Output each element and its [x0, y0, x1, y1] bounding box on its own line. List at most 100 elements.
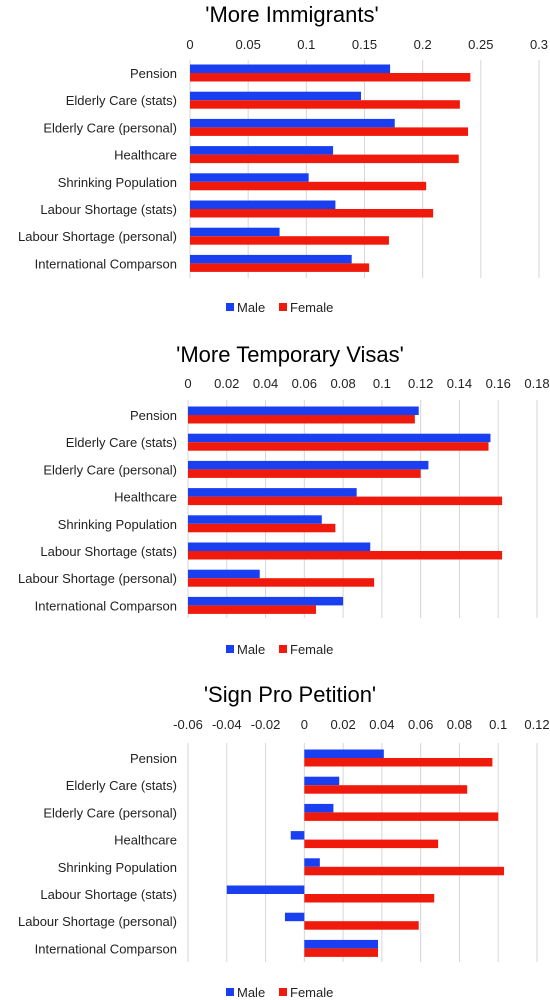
category-label: International Comparson — [35, 941, 177, 956]
legend-swatch-female — [279, 645, 287, 653]
legend-label-male: Male — [237, 985, 265, 1000]
bar-male — [190, 254, 352, 264]
bar-male — [188, 515, 322, 524]
x-tick-label: -0.04 — [212, 717, 242, 732]
x-tick-label: -0.02 — [251, 717, 281, 732]
bar-male — [188, 433, 491, 443]
x-tick-label: 0.2 — [414, 37, 432, 52]
chart-title: 'More Immigrants' — [205, 2, 378, 27]
bar-female — [188, 442, 489, 451]
bar-male — [188, 542, 371, 551]
x-tick-label: 0.02 — [330, 717, 355, 732]
chart-more-immigrants: 'More Immigrants' 0 0.05 0.1 0.15 0.2 0.25 0.3 P… — [18, 2, 548, 315]
bar-female — [188, 496, 503, 506]
bar-female — [304, 948, 379, 957]
bar-male — [190, 200, 336, 209]
category-label: Labour Shortage (stats) — [40, 544, 177, 559]
category-label: Elderly Care (stats) — [66, 778, 177, 793]
bar-female — [190, 263, 370, 272]
bar-female — [304, 866, 505, 876]
legend-label-male: Male — [237, 642, 265, 657]
bar-female — [304, 812, 499, 821]
category-label: Labour Shortage (personal) — [18, 229, 177, 244]
category-label: Healthcare — [114, 148, 177, 163]
chart-title: 'Sign Pro Petition' — [204, 682, 376, 707]
x-tick-label: 0.02 — [214, 376, 239, 391]
legend-label-male: Male — [237, 300, 265, 315]
category-label: Healthcare — [114, 833, 177, 848]
bar-female — [304, 894, 435, 903]
bar-male — [304, 939, 379, 949]
category-label: Pension — [130, 408, 177, 423]
bar-female — [190, 154, 459, 164]
bar-female — [190, 181, 427, 191]
category-label: Shrinking Population — [58, 517, 177, 532]
legend-label-female: Female — [290, 300, 333, 315]
bar-male — [190, 146, 334, 155]
x-tick-label: 0.05 — [236, 37, 261, 52]
x-tick-label: 0.1 — [489, 717, 507, 732]
x-tick-label: 0.25 — [468, 37, 493, 52]
category-label: Healthcare — [114, 490, 177, 505]
x-tick-label: 0.15 — [352, 37, 377, 52]
bar-male — [190, 64, 391, 73]
legend-swatch-female — [279, 303, 287, 311]
x-tick-label: 0 — [301, 717, 308, 732]
legend-label-female: Female — [290, 985, 333, 1000]
legend-swatch-male — [226, 645, 234, 653]
x-tick-label: 0.1 — [297, 37, 315, 52]
x-tick-label: 0.04 — [253, 376, 278, 391]
bar-male — [190, 118, 395, 128]
category-label: Elderly Care (stats) — [66, 435, 177, 450]
bar-male — [284, 912, 305, 922]
x-tick-label: 0.08 — [330, 376, 355, 391]
bar-male — [188, 488, 357, 497]
category-label: Shrinking Population — [58, 860, 177, 875]
category-label: Pension — [130, 751, 177, 766]
x-tick-label: 0 — [186, 37, 193, 52]
x-tick-label: 0.18 — [524, 376, 549, 391]
legend-swatch-male — [226, 303, 234, 311]
category-label: Pension — [130, 66, 177, 81]
category-label: Elderly Care (personal) — [43, 462, 177, 477]
bar-male — [304, 749, 384, 758]
bar-female — [304, 758, 493, 767]
bar-male — [304, 776, 340, 786]
category-label: International Comparson — [35, 598, 177, 613]
category-label: Elderly Care (personal) — [43, 120, 177, 135]
x-tick-label: -0.06 — [173, 717, 203, 732]
bar-female — [188, 578, 375, 587]
bar-female — [188, 551, 503, 560]
x-tick-label: 0 — [184, 376, 191, 391]
category-label: Labour Shortage (personal) — [18, 914, 177, 929]
bar-female — [188, 605, 316, 614]
bar-male — [190, 227, 280, 237]
bar-female — [304, 921, 419, 930]
x-tick-label: 0.04 — [369, 717, 394, 732]
legend-label-female: Female — [290, 642, 333, 657]
legend-swatch-female — [279, 988, 287, 996]
category-label: Labour Shortage (stats) — [40, 887, 177, 902]
bar-female — [190, 73, 471, 82]
bar-male — [188, 569, 260, 579]
category-label: Shrinking Population — [58, 175, 177, 190]
bar-male — [226, 885, 305, 894]
x-tick-label: 0.08 — [447, 717, 472, 732]
bar-female — [190, 127, 469, 136]
category-label: International Comparson — [35, 256, 177, 271]
chart-title: 'More Temporary Visas' — [176, 342, 404, 367]
bar-male — [304, 803, 334, 813]
bar-male — [190, 91, 362, 101]
bar-female — [190, 209, 434, 218]
x-tick-label: 0.06 — [408, 717, 433, 732]
x-tick-label: 0.06 — [292, 376, 317, 391]
bar-female — [188, 523, 336, 533]
x-tick-label: 0.12 — [408, 376, 433, 391]
chart-sign-pro-petition: 'Sign Pro Petition'-0.06 -0.04 -0.02 0 0.02 0… — [18, 682, 550, 1000]
bar-male — [290, 831, 305, 840]
x-tick-label: 0.14 — [447, 376, 472, 391]
bar-male — [188, 406, 419, 415]
x-tick-label: 0.3 — [530, 37, 548, 52]
bar-female — [304, 839, 439, 849]
